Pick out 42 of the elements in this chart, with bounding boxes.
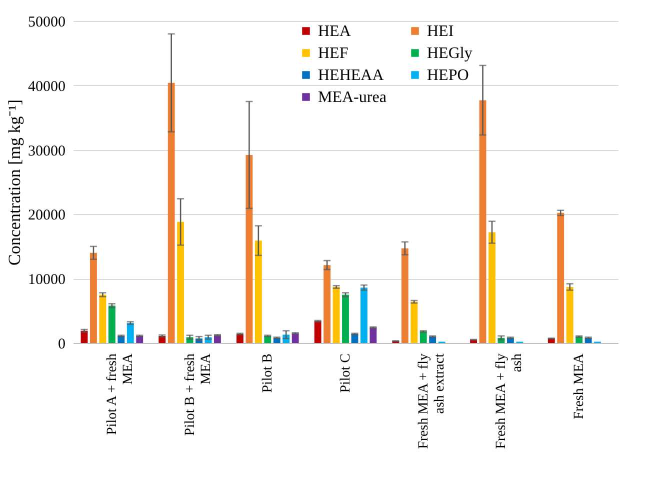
bar: [488, 232, 496, 343]
x-tick-label: Pilot A + fresh MEA: [104, 352, 136, 435]
bar: [324, 265, 331, 343]
bar: [314, 321, 322, 343]
x-tick-label: Pilot B + fresh MEA: [182, 352, 214, 436]
bar: [557, 212, 564, 343]
y-tick-label: 50000: [28, 14, 66, 30]
bar: [126, 323, 134, 343]
x-tick-label: Pilot C: [338, 354, 354, 393]
bar: [342, 294, 349, 343]
legend-label: HEF: [318, 45, 348, 62]
bar: [401, 248, 408, 343]
legend-label: MEA-urea: [318, 89, 386, 106]
bar: [90, 252, 97, 343]
bar: [177, 222, 184, 343]
y-axis-title: Concentration [mg kg⁻¹]: [5, 100, 24, 266]
y-tick-label: 10000: [28, 272, 66, 288]
y-tick-label: 0: [58, 336, 66, 352]
x-tick-label: Pilot B: [260, 354, 276, 393]
legend-label: HEGly: [427, 45, 472, 62]
legend-label: HEA: [318, 23, 352, 40]
bar: [420, 331, 427, 343]
bar: [99, 294, 106, 343]
bar: [332, 286, 340, 343]
bar: [479, 100, 486, 343]
bar: [566, 286, 574, 343]
legend-label: HEI: [427, 23, 454, 40]
legend-label: HEPO: [427, 67, 469, 84]
bar: [246, 154, 253, 343]
bar: [108, 306, 116, 343]
bar: [254, 240, 262, 343]
legend-label: HEHEAA: [318, 67, 384, 84]
bar: [292, 333, 299, 343]
x-tick-label: Fresh MEA + fly ash: [494, 354, 526, 449]
bar: [168, 82, 175, 343]
bar: [360, 288, 368, 343]
x-tick-label: Fresh MEA + fly ash extract: [416, 353, 448, 449]
x-tick-label: Fresh MEA: [572, 352, 588, 420]
bar: [370, 328, 377, 343]
y-tick-label: 30000: [28, 143, 66, 160]
y-tick-label: 20000: [28, 208, 66, 224]
y-tick-label: 40000: [28, 78, 66, 95]
